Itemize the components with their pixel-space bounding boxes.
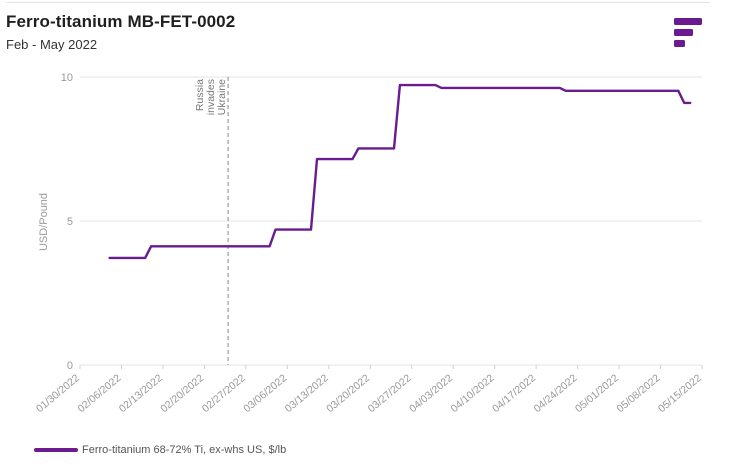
x-tick-label: 04/17/2022 xyxy=(490,372,538,415)
header-divider xyxy=(6,2,710,3)
logo-bar xyxy=(674,29,693,36)
legend-label: Ferro-titanium 68-72% Ti, ex-whs US, $/l… xyxy=(82,444,287,456)
x-tick-label: 05/08/2022 xyxy=(614,372,662,415)
annotation-label: Ukraine xyxy=(216,79,228,115)
x-axis-ticks: 01/30/202202/06/202202/13/202202/20/2022… xyxy=(34,365,704,415)
annotation-label: Russia xyxy=(194,79,206,111)
series-lines xyxy=(108,83,692,260)
grid-lines xyxy=(80,76,702,366)
x-tick-label: 03/20/2022 xyxy=(324,372,372,415)
fastmarkets-logo-icon[interactable] xyxy=(674,18,702,50)
series-line xyxy=(108,83,692,260)
legend-swatch xyxy=(34,448,78,452)
x-tick-label: 04/10/2022 xyxy=(449,372,497,415)
x-tick-label: 05/01/2022 xyxy=(573,372,621,415)
annotations: Russia invades Ukraine xyxy=(194,77,229,365)
x-tick-label: 03/27/2022 xyxy=(366,372,414,415)
x-tick-label: 02/20/2022 xyxy=(158,372,206,415)
chart-subtitle: Feb - May 2022 xyxy=(6,37,98,52)
y-tick-label: 10 xyxy=(61,72,73,84)
logo-bar xyxy=(674,40,685,47)
x-tick-label: 05/15/2022 xyxy=(656,372,704,415)
y-tick-label: 0 xyxy=(67,360,73,372)
y-axis-label: USD/Pound xyxy=(38,193,50,251)
x-tick-label: 01/30/2022 xyxy=(34,372,82,415)
x-tick-label: 04/03/2022 xyxy=(407,372,455,415)
x-tick-label: 02/06/2022 xyxy=(75,372,123,415)
annotation-label: invades xyxy=(205,79,217,115)
y-axis-ticks: 0 5 10 xyxy=(61,72,73,372)
x-tick-label: 04/24/2022 xyxy=(532,372,580,415)
x-tick-label: 02/27/2022 xyxy=(200,372,248,415)
legend[interactable]: Ferro-titanium 68-72% Ti, ex-whs US, $/l… xyxy=(34,442,286,458)
x-tick-label: 02/13/2022 xyxy=(117,372,165,415)
y-tick-label: 5 xyxy=(67,216,73,228)
x-tick-label: 03/13/2022 xyxy=(283,372,331,415)
x-tick-label: 03/06/2022 xyxy=(241,372,289,415)
chart-title: Ferro-titanium MB-FET-0002 xyxy=(6,12,236,31)
logo-bar xyxy=(674,18,702,25)
